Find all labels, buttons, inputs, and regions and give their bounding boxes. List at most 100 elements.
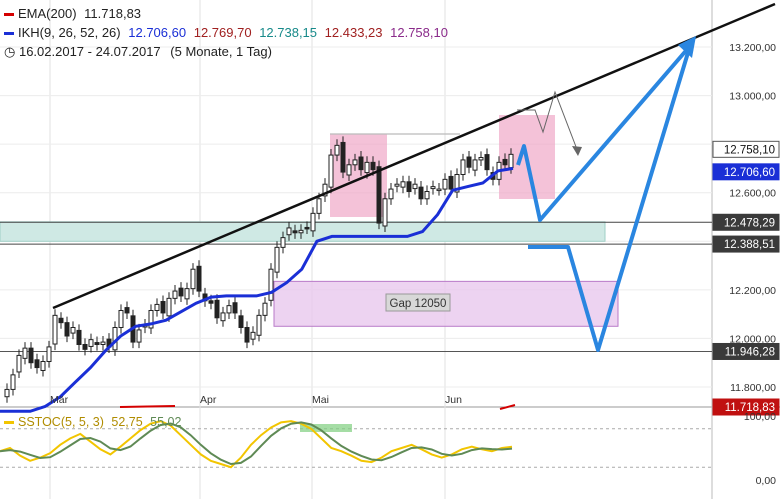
candle-body [100,341,106,346]
candle-body [340,141,346,173]
candle-body [64,322,70,337]
ema-line [119,404,516,410]
projection-path-lower [528,45,692,352]
stoch-legend: SSTOC(5, 5, 3) 52,75 55,02 [4,415,181,429]
ema-label: EMA(200) [18,6,77,21]
candle-body [442,178,448,190]
candle-body [406,181,412,193]
y-tick-label: 12.600,00 [729,188,776,200]
clock-icon: ◷ [4,44,16,59]
stoch-overbought-fill [300,424,352,432]
candle-body [226,305,232,314]
candle-body [208,300,214,304]
ikh-value-5: 12.758,10 [390,25,448,40]
price-label-box [712,342,780,360]
candle-body [484,154,490,171]
candle-body [88,339,94,347]
period-note: (5 Monate, 1 Tag) [170,44,272,59]
stoch-d-line [0,421,513,466]
price-label: 11.946,28 [725,346,775,358]
candle-body [154,303,160,311]
candle-body [286,227,292,236]
ema-value: 11.718,83 [84,6,142,21]
candle-body [10,374,16,390]
legend-period: ◷ 16.02.2017 - 24.07.2017 (5 Monate, 1 T… [4,42,448,61]
candle-body [268,268,274,301]
projection-arrowhead [678,36,696,58]
candles-group [4,136,514,403]
candle-body [424,191,430,200]
price-label-box [712,163,780,181]
candle-body [292,230,298,234]
period-range: 16.02.2017 - 24.07.2017 [18,44,161,59]
y-tick-label: 12.000,00 [729,333,776,345]
x-tick-label: Mai [312,394,329,406]
candle-body [148,310,154,329]
candle-body [376,166,382,224]
candle-body [478,157,484,161]
candle-body [352,159,358,166]
candle-body [196,265,202,292]
legend-ema: EMA(200) 11.718,83 [4,4,448,23]
candle-body [244,327,250,343]
candle-body [346,164,352,176]
chart-legend: EMA(200) 11.718,83 IKH(9, 26, 52, 26) 12… [4,4,448,61]
stoch-tick-low: 0,00 [756,475,777,487]
ikh-value-2: 12.769,70 [193,25,252,40]
ikh-swatch [4,32,14,36]
legend-ikh: IKH(9, 26, 52, 26) 12.706,60 12.769,70 1… [4,23,448,42]
candle-body [4,388,10,398]
candle-body [316,198,322,214]
candle-body [388,188,394,200]
ikh-value-1: 12.706,60 [128,25,187,40]
ikh-line [0,166,514,413]
candle-body [394,183,400,187]
candle-body [46,346,52,362]
projection-thin-arrow [572,146,582,156]
candle-body [502,158,508,166]
candle-body [214,299,220,319]
candle-body [358,156,364,171]
candle-body [370,161,376,171]
candle-body [160,301,166,314]
candle-body [76,329,82,345]
price-label-box [712,213,780,231]
candle-body [280,237,286,248]
candle-body [298,229,304,234]
candle-body [430,186,436,190]
price-label: 11.718,83 [725,402,775,414]
candle-body [334,144,340,156]
candle-body [184,288,190,300]
candle-body [418,186,424,200]
y-tick-label: 12.200,00 [729,285,776,297]
candle-body [232,302,238,314]
candle-body [262,302,268,316]
stoch-tick-high: 100,00 [744,411,776,423]
ema-swatch [4,13,14,17]
candle-body [94,342,100,345]
stoch-label: SSTOC(5, 5, 3) [18,415,104,429]
candle-body [40,361,46,371]
price-label-box [712,235,780,253]
stoch-swatch [4,421,14,425]
candle-body [400,181,406,188]
candle-body [124,307,130,314]
candle-body [118,310,124,328]
price-label-box [712,140,780,158]
candle-body [328,154,334,188]
candle-body [322,183,328,197]
candle-body [508,153,514,169]
candle-body [460,159,466,176]
candle-body [178,287,184,297]
projection-thin [517,90,579,153]
candle-body [166,297,172,317]
stoch-value-2: 55,02 [150,415,182,429]
candle-body [22,347,28,359]
candle-body [16,354,22,373]
candle-body [436,188,442,192]
candle-body [454,174,460,193]
trendline [52,2,776,310]
candle-body [28,347,34,364]
price-label: 12.706,60 [724,167,775,179]
